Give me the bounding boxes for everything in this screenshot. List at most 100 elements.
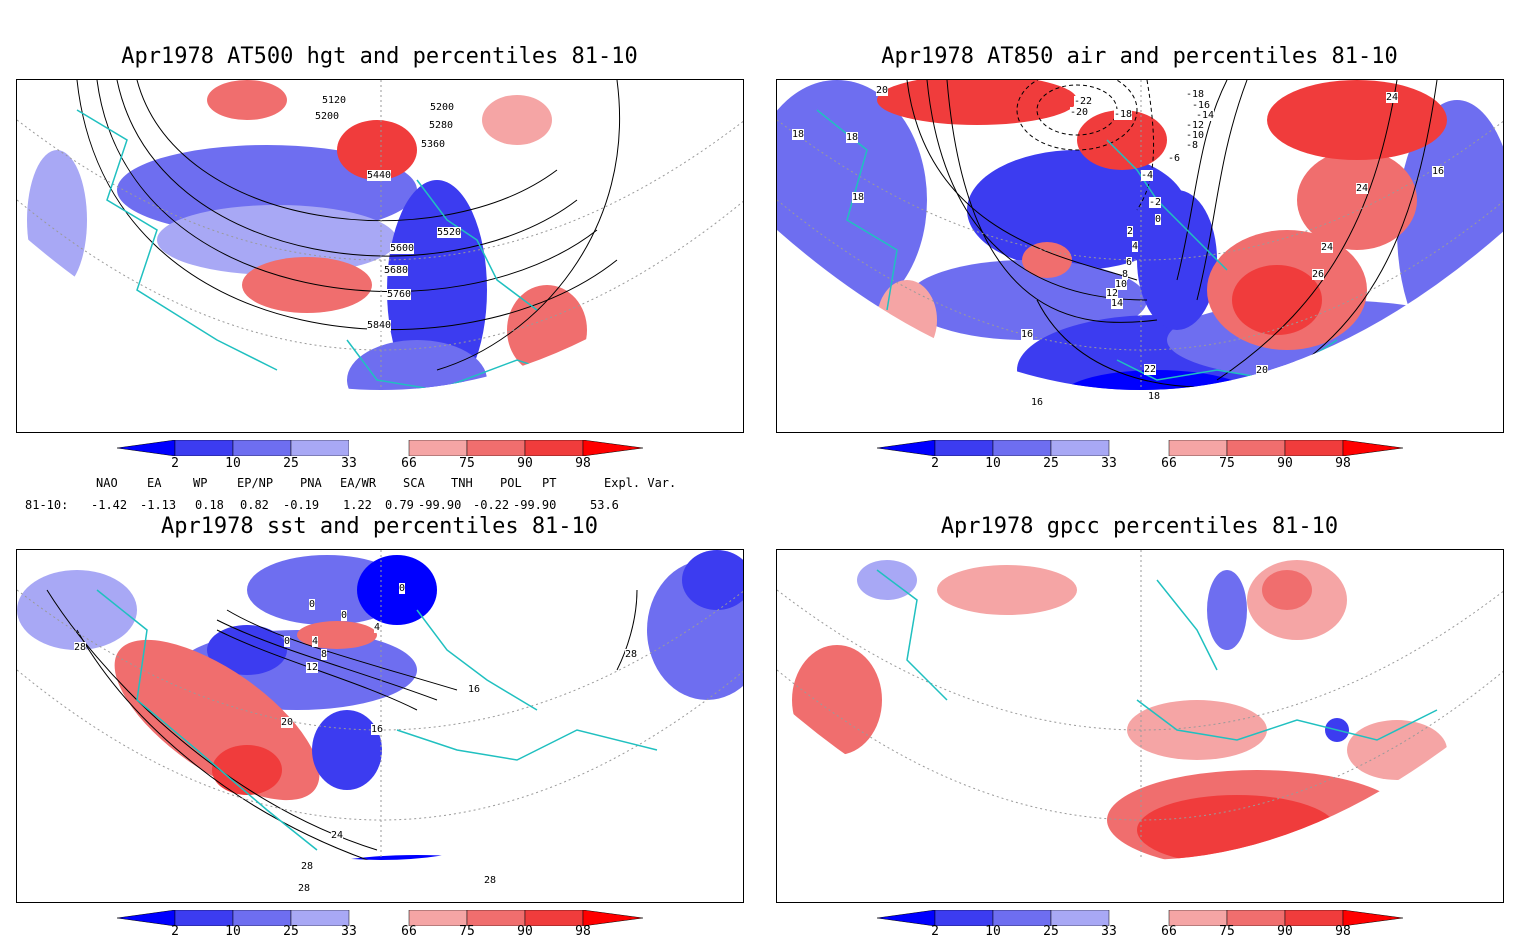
colorbar-label: 75 (459, 456, 475, 471)
contour-label: 5680 (384, 265, 409, 276)
contour-label: 4 (374, 622, 381, 633)
colorbar-label: 25 (283, 456, 299, 471)
map-panel-at850 (776, 79, 1504, 433)
contour-label: 5360 (421, 139, 446, 150)
contour-label: 28 (298, 883, 311, 894)
colorbar-swatches (876, 439, 1404, 457)
contour-label: 2 (1127, 226, 1134, 237)
contour-label: 16 (1031, 397, 1044, 408)
colorbar-label: 66 (1161, 456, 1177, 471)
contour-label: 12 (306, 662, 319, 673)
index-value: -0.22 (473, 498, 510, 512)
panel-title-gpcc: Apr1978 gpcc percentiles 81-10 (940, 514, 1339, 539)
contour-label: 16 (1432, 166, 1445, 177)
contour-label: 5600 (390, 243, 415, 254)
contour-label: 5440 (367, 170, 392, 181)
contour-label: 14 (1111, 298, 1124, 309)
contour-label: 5520 (437, 227, 462, 238)
colorbar-label: 33 (341, 924, 357, 939)
map-gpcc (777, 550, 1503, 860)
colorbar-label: 75 (1219, 456, 1235, 471)
index-header: SCA (403, 476, 425, 490)
contour-label: 24 (331, 830, 344, 841)
contour-label: 28 (301, 861, 314, 872)
index-header: Expl. Var. (604, 476, 677, 490)
contour-label: 5120 (322, 95, 347, 106)
contour-label: 16 (371, 724, 384, 735)
colorbar-label: 90 (1277, 924, 1293, 939)
contour-label: 4 (1132, 241, 1139, 252)
contour-label: 12 (1106, 288, 1119, 299)
contour-label: 24 (1386, 92, 1399, 103)
contour-label: 0 (399, 583, 406, 594)
index-value: -99.90 (513, 498, 557, 512)
colorbar-label: 10 (225, 924, 241, 939)
contour-label: 18 (1148, 391, 1161, 402)
contour-label: -16 (1192, 100, 1211, 111)
colorbar-label: 10 (225, 456, 241, 471)
colorbar-label: 25 (283, 924, 299, 939)
colorbar-label: 98 (1335, 456, 1351, 471)
contour-label: 0 (309, 599, 316, 610)
contour-label: 16 (1021, 329, 1034, 340)
contour-label: -6 (1168, 153, 1181, 164)
contour-label: 26 (1312, 269, 1325, 280)
colorbar-label: 98 (575, 924, 591, 939)
contour-label: 5200 (430, 102, 455, 113)
contour-label: 10 (1115, 279, 1128, 290)
map-sst (17, 550, 743, 860)
colorbar-label: 75 (1219, 924, 1235, 939)
colorbar-at850: 2 10 25 33 66 75 90 98 (876, 439, 1404, 471)
contour-label: -22 (1074, 96, 1093, 107)
colorbar-label: 98 (1335, 924, 1351, 939)
contour-label: 28 (74, 642, 87, 653)
contour-label: 22 (1144, 364, 1157, 375)
contour-label: 18 (792, 129, 805, 140)
colorbar-label: 2 (171, 924, 179, 939)
index-value: -1.13 (140, 498, 177, 512)
colorbar-label: 90 (517, 924, 533, 939)
contour-label: -14 (1196, 110, 1215, 121)
contour-label: -10 (1186, 130, 1205, 141)
contour-label: 20 (281, 717, 294, 728)
colorbar-label: 98 (575, 456, 591, 471)
contour-label: 20 (1256, 365, 1269, 376)
contour-label: 0 (341, 610, 348, 621)
contour-label: 5760 (387, 289, 412, 300)
contour-label: 5280 (429, 120, 454, 131)
contour-label: 16 (468, 684, 481, 695)
colorbar-sst: 2 10 25 33 66 75 90 98 (116, 909, 644, 940)
contour-label: 20 (876, 85, 889, 96)
map-panel-at500: 5120 5200 5200 5280 5360 5440 5520 5600 … (16, 79, 744, 433)
colorbar-label: 90 (1277, 456, 1293, 471)
index-value: -1.42 (91, 498, 128, 512)
colorbar-label: 33 (1101, 924, 1117, 939)
contour-label: 0 (1155, 214, 1162, 225)
index-header: EA/WR (340, 476, 377, 490)
contour-label: 24 (1321, 242, 1334, 253)
colorbar-swatches (116, 909, 644, 927)
colorbar-label: 66 (401, 456, 417, 471)
panel-title-at500: Apr1978 AT500 hgt and percentiles 81-10 (121, 44, 638, 69)
index-header: PT (542, 476, 557, 490)
colorbar-swatches (876, 909, 1404, 927)
colorbar-label: 2 (931, 456, 939, 471)
index-value: 0.18 (195, 498, 224, 512)
contour-label: 5840 (367, 320, 392, 331)
index-value: 1.22 (343, 498, 372, 512)
contour-label: 5200 (315, 111, 340, 122)
contour-label: 18 (846, 132, 859, 143)
colorbar-label: 33 (341, 456, 357, 471)
colorbar-label: 2 (171, 456, 179, 471)
colorbar-label: 66 (1161, 924, 1177, 939)
contour-label: -18 (1114, 109, 1133, 120)
contour-label: -20 (1070, 107, 1089, 118)
colorbar-gpcc: 2 10 25 33 66 75 90 98 (876, 909, 1404, 940)
index-header: WP (193, 476, 208, 490)
index-header: NAO (96, 476, 118, 490)
colorbar-at500: 2 10 25 33 66 75 90 98 (116, 439, 644, 471)
contour-label: -18 (1186, 89, 1205, 100)
contour-label: -2 (1149, 197, 1162, 208)
index-value: -0.19 (283, 498, 320, 512)
colorbar-swatches (116, 439, 644, 457)
